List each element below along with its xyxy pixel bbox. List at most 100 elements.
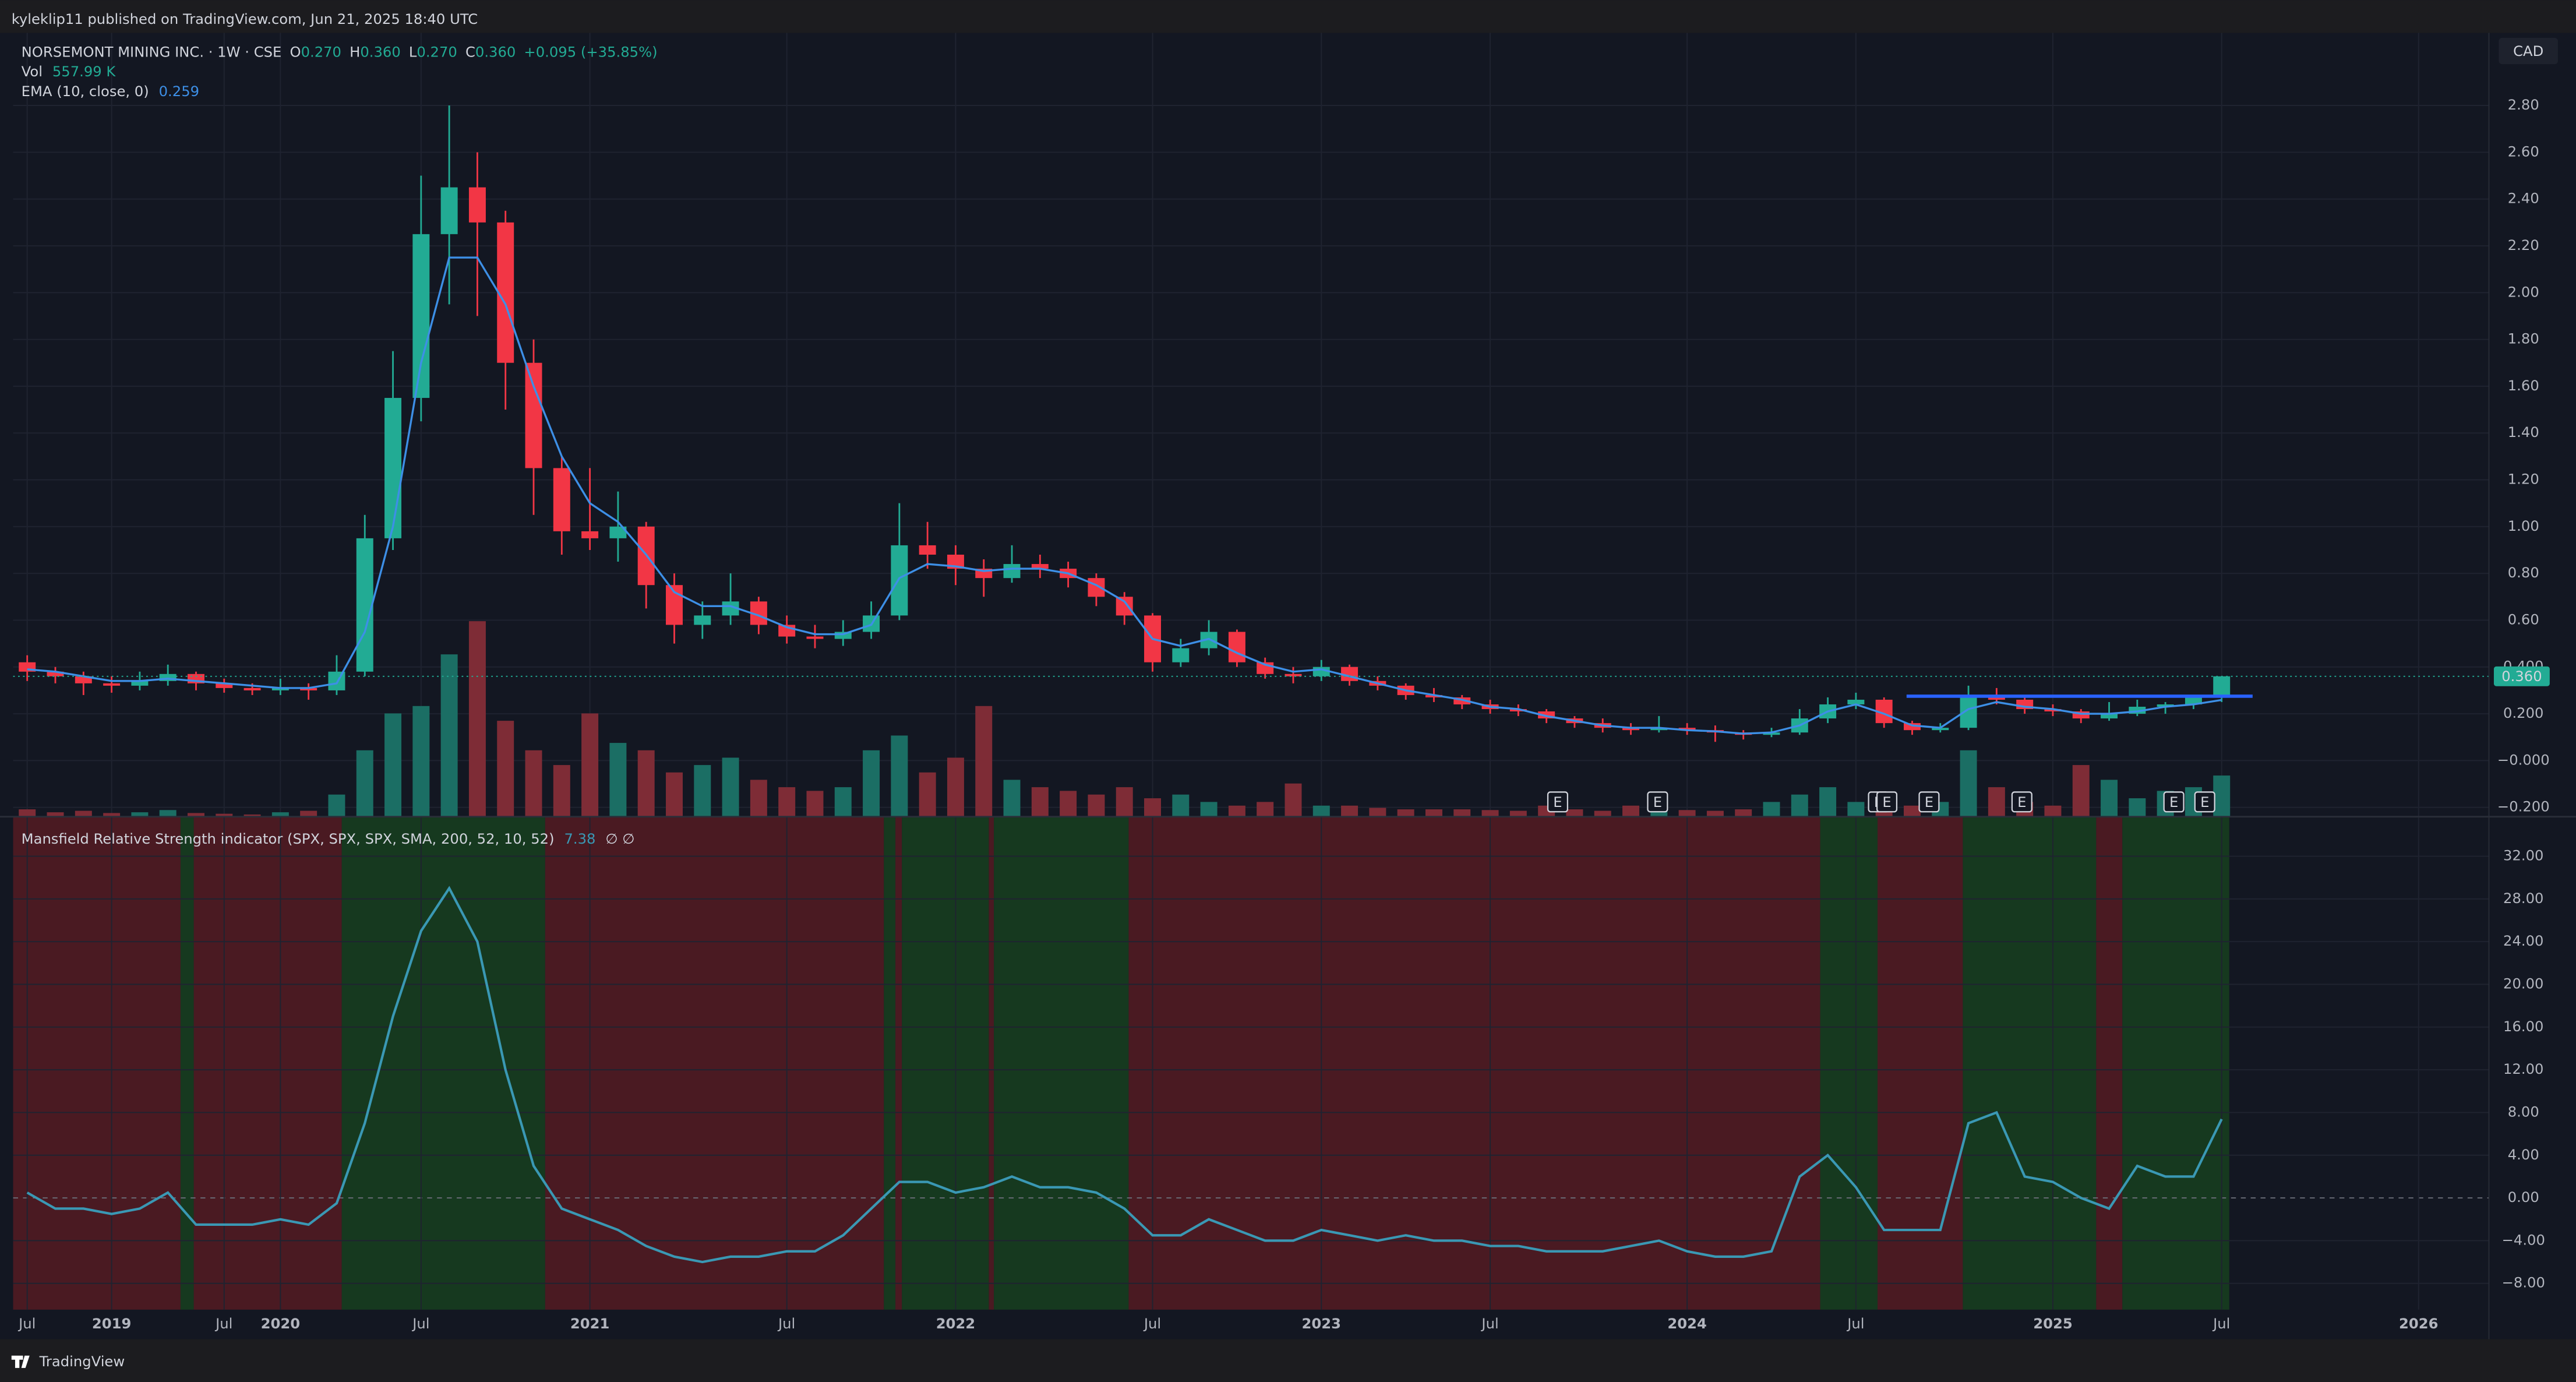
candle-body	[609, 526, 627, 538]
volume-bar	[1228, 805, 1245, 817]
volume-name: Vol	[22, 63, 43, 80]
candle-body	[891, 545, 908, 616]
volume-bar	[609, 743, 627, 817]
volume-bar	[187, 813, 204, 817]
volume-bar	[497, 721, 514, 817]
volume-bar	[1819, 787, 1837, 817]
grid	[13, 33, 2489, 1310]
y-tick-label: 24.00	[2503, 932, 2543, 949]
candle-body	[131, 681, 149, 686]
earnings-marker	[1876, 791, 1898, 813]
indicator-bands	[13, 816, 2229, 1310]
candle-body	[1960, 694, 1977, 728]
volume-bar	[975, 706, 993, 817]
earnings-label: E	[1925, 794, 1933, 810]
indicator-line	[26, 886, 2223, 1264]
candle-body	[356, 538, 373, 672]
volume-bar	[19, 809, 36, 817]
volume-bar	[722, 757, 739, 817]
volume-bar	[919, 772, 936, 817]
x-tick-label: Jul	[1143, 1315, 1161, 1332]
y-tick-label: −8.00	[2502, 1274, 2545, 1291]
indicator-toggles: ∅ ∅	[605, 830, 634, 847]
candle-body	[1509, 709, 1527, 712]
volume-bar	[553, 765, 570, 817]
indicator-legend: Mansfield Relative Strength indicator (S…	[22, 830, 635, 847]
ema-name: EMA (10, close, 0)	[22, 83, 149, 100]
volume-bar	[581, 713, 599, 817]
candle-body	[919, 545, 936, 555]
volume-bar	[216, 813, 233, 817]
ohlc-value: 0.270	[301, 43, 341, 60]
indicator-title: Mansfield Relative Strength indicator (S…	[22, 830, 555, 847]
candles	[19, 105, 2231, 742]
volume-bar	[1003, 780, 1021, 817]
candle-body	[1425, 694, 1442, 697]
volume-bar	[1453, 809, 1471, 817]
regime-band	[193, 816, 342, 1310]
volume-bar	[525, 750, 542, 817]
volume-bar	[131, 812, 149, 817]
volume-bar	[834, 787, 852, 817]
candle-body	[525, 362, 542, 468]
volume-bar	[891, 735, 908, 817]
ohlc-name: H	[350, 43, 360, 60]
earnings-label: E	[2200, 794, 2209, 810]
candle-body	[1847, 699, 1865, 704]
y-tick-label: 2.80	[2508, 96, 2539, 113]
x-tick-label: Jul	[214, 1315, 232, 1332]
earnings-label: E	[2017, 794, 2026, 810]
regime-band	[1128, 816, 1820, 1310]
y-tick-label: 1.20	[2508, 471, 2539, 488]
regime-band	[994, 816, 1129, 1310]
labels: −0.200−0.0000.2000.4000.600.801.001.201.…	[17, 96, 2550, 1332]
volume-bar	[2129, 798, 2146, 817]
volume-bar	[2044, 805, 2062, 817]
volume-bar	[1200, 802, 1218, 817]
regime-band	[1878, 816, 1963, 1310]
symbol-legend: NORSEMONT MINING INC. · 1W · CSE O0.270 H0…	[22, 43, 658, 60]
last-price-box	[2493, 666, 2550, 686]
brand-logo	[11, 1355, 30, 1368]
y-tick-label: 2.60	[2508, 143, 2539, 160]
volume-bar	[1847, 802, 1865, 817]
earnings-marker	[2011, 791, 2032, 813]
regime-band	[13, 816, 181, 1310]
x-tick-label: Jul	[2212, 1315, 2230, 1332]
earnings-label: E	[1882, 794, 1891, 810]
volume-bar	[1706, 810, 1724, 817]
y-tick-label: 1.40	[2508, 424, 2539, 440]
regime-band	[341, 816, 545, 1310]
volume-bar	[1594, 810, 1611, 817]
candle-body	[553, 468, 570, 531]
currency-box	[2499, 37, 2558, 65]
ohlc-value: 0.270	[417, 43, 457, 60]
y-tick-label: 2.40	[2508, 190, 2539, 207]
volume-bar	[1509, 810, 1527, 817]
volume-bars	[19, 621, 2231, 817]
volume-bar	[1369, 808, 1386, 817]
ema-legend: EMA (10, close, 0) 0.259	[22, 83, 199, 100]
volume-bar	[1425, 809, 1442, 817]
x-tick-label: 2019	[92, 1315, 132, 1332]
candle-body	[2157, 704, 2174, 707]
candle-body	[1031, 564, 1049, 569]
volume-bar	[637, 750, 655, 817]
ohlc-name: C	[465, 43, 475, 60]
volume-bar	[1031, 787, 1049, 817]
volume-bar	[328, 794, 345, 817]
volume-bar	[440, 654, 458, 817]
volume-bar	[1285, 783, 1302, 817]
ema-line	[27, 256, 2222, 735]
y-tick-label: 0.60	[2508, 611, 2539, 627]
volume-bar	[1116, 787, 1133, 817]
last-price-label: 0.360	[2501, 668, 2542, 685]
volume-bar	[1678, 810, 1696, 817]
y-tick-label: 1.00	[2508, 517, 2539, 534]
earnings-marker	[1918, 791, 1940, 813]
candle-body	[1678, 728, 1696, 731]
regime-band	[2122, 816, 2229, 1310]
candle-body	[47, 671, 64, 676]
volume-bar	[1144, 798, 1162, 817]
y-tick-label: −0.000	[2497, 751, 2550, 768]
